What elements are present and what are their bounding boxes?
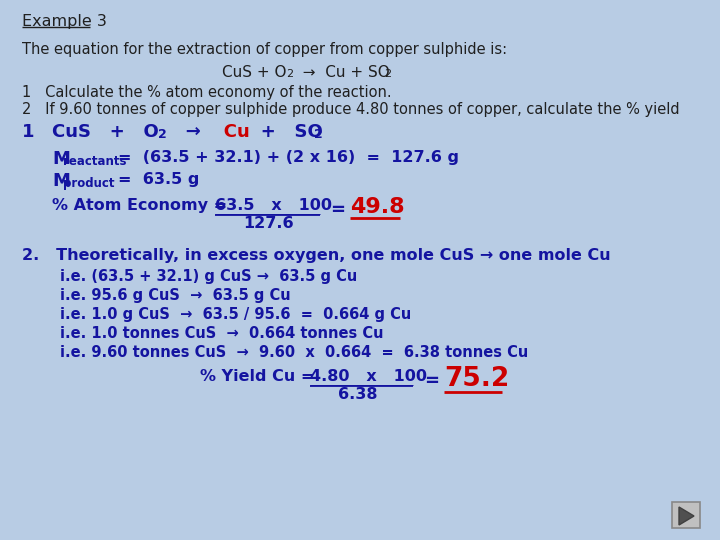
Text: i.e. 1.0 tonnes CuS  →  0.664 tonnes Cu: i.e. 1.0 tonnes CuS → 0.664 tonnes Cu <box>60 326 384 341</box>
Text: M: M <box>52 150 70 168</box>
Text: i.e. (63.5 + 32.1) g CuS →  63.5 g Cu: i.e. (63.5 + 32.1) g CuS → 63.5 g Cu <box>60 269 357 284</box>
Text: 2.   Theoretically, in excess oxygen, one mole CuS → one mole Cu: 2. Theoretically, in excess oxygen, one … <box>22 248 611 263</box>
Text: +   SO: + SO <box>242 123 323 141</box>
Text: The equation for the extraction of copper from copper sulphide is:: The equation for the extraction of coppe… <box>22 42 507 57</box>
Text: i.e. 95.6 g CuS  →  63.5 g Cu: i.e. 95.6 g CuS → 63.5 g Cu <box>60 288 291 303</box>
Text: product: product <box>63 177 114 190</box>
Text: Example 3: Example 3 <box>22 14 107 29</box>
Bar <box>672 502 700 528</box>
Text: 49.8: 49.8 <box>350 197 405 217</box>
Text: M: M <box>52 172 70 190</box>
Text: →: → <box>167 123 201 141</box>
Text: =  63.5 g: = 63.5 g <box>118 172 199 187</box>
Text: 127.6: 127.6 <box>243 216 294 231</box>
Text: =: = <box>330 201 345 219</box>
Text: 6.38: 6.38 <box>338 387 377 402</box>
Text: i.e. 1.0 g CuS  →  63.5 / 95.6  =  0.664 g Cu: i.e. 1.0 g CuS → 63.5 / 95.6 = 0.664 g C… <box>60 307 411 322</box>
Text: % Yield Cu =: % Yield Cu = <box>200 369 320 384</box>
Text: 1   Calculate the % atom economy of the reaction.: 1 Calculate the % atom economy of the re… <box>22 85 392 100</box>
Text: i.e. 9.60 tonnes CuS  →  9.60  x  0.664  =  6.38 tonnes Cu: i.e. 9.60 tonnes CuS → 9.60 x 0.664 = 6.… <box>60 345 528 360</box>
Text: 2: 2 <box>384 69 391 79</box>
Text: →  Cu + SO: → Cu + SO <box>293 65 390 80</box>
Text: CuS   +   O: CuS + O <box>52 123 158 141</box>
Text: 75.2: 75.2 <box>444 366 509 392</box>
Text: % Atom Economy =: % Atom Economy = <box>52 198 233 213</box>
Text: CuS + O: CuS + O <box>222 65 287 80</box>
Polygon shape <box>679 507 694 525</box>
Text: 63.5   x   100: 63.5 x 100 <box>215 198 332 213</box>
Text: 2: 2 <box>314 128 323 141</box>
Text: Cu: Cu <box>205 123 250 141</box>
Text: reactants: reactants <box>63 155 127 168</box>
Text: 2: 2 <box>158 128 167 141</box>
Text: 4.80   x   100: 4.80 x 100 <box>310 369 427 384</box>
Text: 1: 1 <box>22 123 35 141</box>
Text: 2: 2 <box>286 69 293 79</box>
Text: 2   If 9.60 tonnes of copper sulphide produce 4.80 tonnes of copper, calculate t: 2 If 9.60 tonnes of copper sulphide prod… <box>22 102 680 117</box>
Text: =  (63.5 + 32.1) + (2 x 16)  =  127.6 g: = (63.5 + 32.1) + (2 x 16) = 127.6 g <box>118 150 459 165</box>
Text: =: = <box>424 372 439 390</box>
